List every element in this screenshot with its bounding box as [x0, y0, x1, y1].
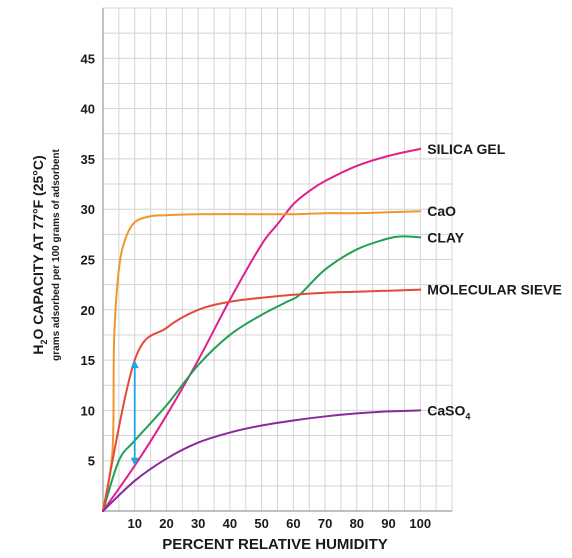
y-axis-title: H2O CAPACITY AT 77°F (25°C): [30, 155, 49, 354]
series-label-cao: CaO: [427, 203, 456, 219]
y-tick-label: 40: [81, 102, 95, 117]
series-line-cao: [102, 210, 422, 512]
series-lines: [102, 147, 422, 512]
y-tick-label: 15: [81, 353, 95, 368]
y-tick-label: 35: [81, 152, 95, 167]
y-tick-label: 30: [81, 202, 95, 217]
x-tick-label: 40: [223, 516, 237, 531]
x-tick-label: 50: [254, 516, 268, 531]
series-label-caso: CaSO4: [427, 402, 470, 421]
arrow-head-up: [130, 360, 139, 369]
x-tick-label: 20: [159, 516, 173, 531]
y-tick-label: 45: [81, 51, 95, 66]
y-axis-title-h: H: [30, 345, 46, 355]
x-tick-label: 80: [350, 516, 364, 531]
series-label-silica-gel: SILICA GEL: [427, 141, 505, 157]
x-tick-label: 70: [318, 516, 332, 531]
range-arrow: [130, 360, 139, 466]
y-axis-title-rest: O CAPACITY AT 77°F (25°C): [30, 155, 46, 339]
x-axis-title: PERCENT RELATIVE HUMIDITY: [162, 536, 388, 553]
x-tick-label: 90: [381, 516, 395, 531]
series-line-molecular-sieve: [102, 288, 422, 512]
y-ticks: 5 10 15 20 25 30 35 40 45: [81, 51, 95, 468]
series-label-molecular-sieve: MOLECULAR SIEVE: [427, 282, 562, 298]
series-line-caso: [102, 409, 422, 512]
x-tick-label: 60: [286, 516, 300, 531]
y-tick-label: 10: [81, 403, 95, 418]
x-tick-label: 10: [127, 516, 141, 531]
series-labels: SILICA GEL CaO CLAY MOLECULAR SIEVE CaSO4: [427, 141, 562, 422]
arrow-head-down: [130, 457, 139, 466]
x-tick-label: 100: [409, 516, 431, 531]
x-ticks: 10 20 30 40 50 60 70 80 90 100: [127, 516, 431, 531]
x-tick-label: 30: [191, 516, 205, 531]
series-line-clay: [102, 235, 422, 512]
y-tick-label: 20: [81, 303, 95, 318]
y-axis-subtitle: grams adsorbed per 100 grams of adsorben…: [51, 148, 62, 360]
y-axis-title-sub: 2: [39, 340, 49, 345]
series-line-silica-gel: [102, 147, 422, 512]
series-label-clay: CLAY: [427, 229, 464, 245]
y-tick-label: 5: [88, 454, 95, 469]
grid: [102, 7, 453, 512]
y-tick-label: 25: [81, 253, 95, 268]
